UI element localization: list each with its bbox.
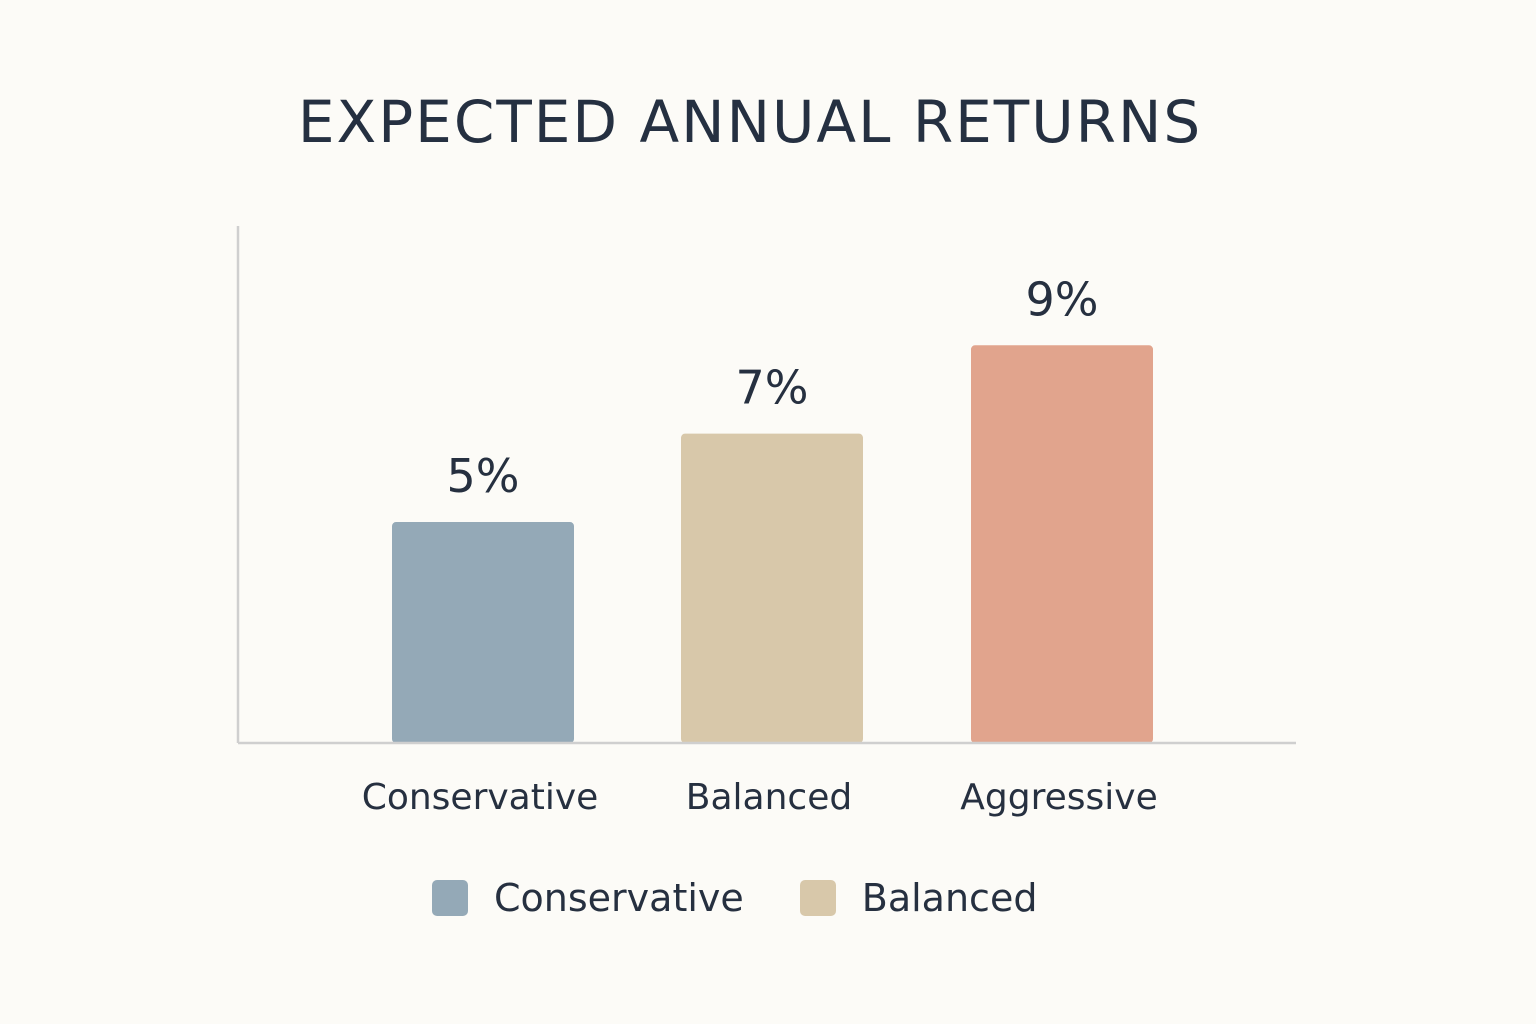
value-label-balanced: 7% xyxy=(736,361,809,415)
value-label-conservative: 5% xyxy=(447,449,520,503)
x-tick-label-balanced: Balanced xyxy=(686,777,852,818)
legend-swatch-conservative xyxy=(432,880,468,916)
legend-swatch-balanced xyxy=(799,880,836,916)
bar-aggressive xyxy=(971,345,1153,743)
legend-label-balanced: Balanced xyxy=(861,876,1038,920)
chart-title: EXPECTED ANNUAL RETURNS xyxy=(297,88,1203,156)
legend-label-conservative: Conservative xyxy=(494,876,744,920)
legend-item-conservative: Conservative xyxy=(432,876,744,920)
x-tick-label-aggressive: Aggressive xyxy=(960,777,1157,818)
legend: Conservative Balanced xyxy=(432,876,1093,920)
x-tick-label-conservative: Conservative xyxy=(362,777,599,818)
legend-item-balanced: Balanced xyxy=(799,876,1038,920)
bar-balanced xyxy=(681,433,863,743)
value-label-aggressive: 9% xyxy=(1026,272,1099,326)
bar-conservative xyxy=(392,522,574,743)
